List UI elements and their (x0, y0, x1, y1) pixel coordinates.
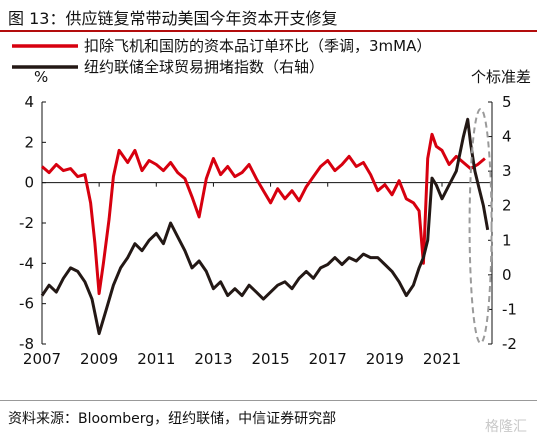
right-tick-label: 4 (502, 128, 512, 146)
footer-rule (0, 400, 537, 401)
x-tick-label: 2007 (23, 350, 61, 368)
series-line-1 (41, 132, 486, 296)
right-tick-label: 3 (502, 162, 512, 180)
watermark: 格隆汇 (485, 419, 527, 435)
x-tick-label: 2013 (194, 350, 232, 368)
x-tick-label: 2017 (309, 350, 347, 368)
title-rule (0, 30, 537, 32)
left-tick-label: -4 (19, 254, 34, 272)
x-tick-label: 2015 (251, 350, 289, 368)
chart-axes (41, 101, 493, 345)
left-tick-label: -2 (19, 214, 34, 232)
x-tick-label: 2019 (366, 350, 404, 368)
left-tick-label: -6 (19, 295, 34, 313)
series-line-2 (40, 117, 490, 336)
legend-label-2: 纽约联储全球贸易拥堵指数（右轴） (84, 58, 324, 76)
chart-tick-labels: -8 -6 -4 -2 0 2 4 -2 -1 0 1 2 3 4 5 2007 2009 2011 2013 201… (19, 68, 531, 368)
right-tick-label: -2 (502, 335, 517, 353)
x-tick-label: 2011 (137, 350, 175, 368)
chart-title: 图 13：供应链复常带动美国今年资本开支修复 (8, 9, 338, 28)
left-tick-label: 4 (24, 93, 34, 111)
left-axis-label: % (34, 68, 48, 86)
highlight-ellipse (468, 108, 493, 344)
legend-label-1: 扣除飞机和国防的资本品订单环比（季调，3mMA） (84, 37, 431, 55)
left-tick-label: -8 (19, 335, 34, 353)
legend: 扣除飞机和国防的资本品订单环比（季调，3mMA） 纽约联储全球贸易拥堵指数（右轴） (12, 37, 431, 76)
source-note: 资料来源：Bloomberg，纽约联储，中信证券研究部 (8, 411, 337, 427)
right-tick-label: 1 (502, 231, 512, 249)
x-tick-label: 2021 (423, 350, 461, 368)
left-tick-label: 0 (24, 174, 34, 192)
right-tick-label: 5 (502, 93, 512, 111)
chart: 扣除飞机和国防的资本品订单环比（季调，3mMA） 纽约联储全球贸易拥堵指数（右轴）… (12, 37, 531, 368)
right-tick-label: 0 (502, 266, 512, 284)
title-bar: 图 13：供应链复常带动美国今年资本开支修复 (0, 0, 537, 30)
left-tick-label: 2 (24, 133, 34, 151)
right-axis-label: 个标准差 (471, 68, 531, 86)
right-tick-label: 2 (502, 197, 512, 215)
chart-series (40, 108, 493, 344)
x-tick-label: 2009 (80, 350, 118, 368)
right-tick-label: -1 (502, 300, 517, 318)
